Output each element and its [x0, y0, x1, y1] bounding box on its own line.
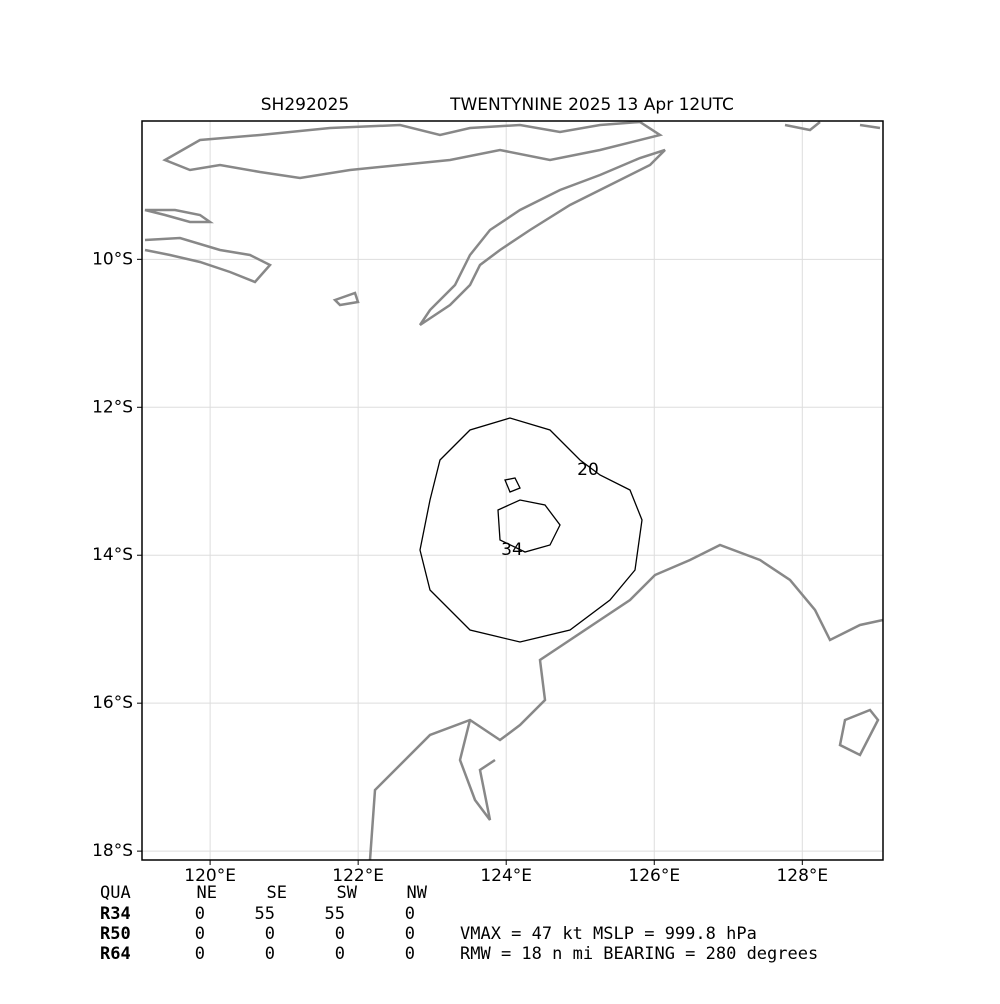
x-tick-label: 126°E: [628, 866, 680, 886]
table-cell: 0: [195, 944, 205, 964]
table-cell: 0: [405, 924, 415, 944]
table-cell: 0: [335, 924, 345, 944]
contour-20: [419, 417, 643, 643]
coastline: [144, 208, 214, 224]
table-cell: 0: [195, 924, 205, 944]
table-cell: 0: [195, 904, 205, 924]
contour-inner: [504, 477, 521, 493]
y-tick-label: 12°S: [92, 397, 133, 417]
x-tick-label: 124°E: [480, 866, 532, 886]
coastline: [332, 291, 360, 307]
summary-line: VMAX = 47 kt MSLP = 999.8 hPa: [460, 924, 757, 944]
x-tick-label: 120°E: [184, 866, 236, 886]
coastline: [838, 708, 880, 757]
table-cell: R34: [100, 904, 131, 924]
table-header: SW: [337, 883, 358, 903]
contour-label: 34: [501, 540, 523, 560]
coastline: [458, 719, 496, 821]
x-tick-label: 122°E: [332, 866, 384, 886]
x-tick-label: 128°E: [776, 866, 828, 886]
table-header: QUA: [100, 883, 131, 903]
contours: [419, 417, 643, 643]
table-header: NE: [197, 883, 217, 903]
coastlines: [144, 120, 884, 861]
contour-34: [497, 499, 561, 553]
table-cell: 0: [265, 944, 275, 964]
coastline: [418, 148, 666, 327]
table-cell: 0: [405, 944, 415, 964]
table-cell: 0: [335, 944, 345, 964]
table-cell: 0: [405, 904, 415, 924]
table-header: SE: [267, 883, 287, 903]
y-tick-label: 10°S: [92, 249, 133, 269]
grid: [137, 121, 883, 865]
table-cell: 55: [325, 904, 345, 924]
table-cell: R50: [100, 924, 131, 944]
coastline: [368, 543, 884, 861]
y-tick-label: 14°S: [92, 545, 133, 565]
coastline: [784, 121, 881, 132]
y-tick-label: 16°S: [92, 693, 133, 713]
contour-label: 20: [577, 460, 599, 480]
summary-line: RMW = 18 n mi BEARING = 280 degrees: [460, 944, 818, 964]
storm-id: SH292025: [261, 95, 349, 115]
coastline: [144, 236, 273, 284]
table-cell: 55: [255, 904, 275, 924]
table-header: NW: [407, 883, 428, 903]
chart-title: TWENTYNINE 2025 13 Apr 12UTC: [449, 95, 734, 115]
coastline: [162, 120, 664, 180]
plot-frame: [141, 120, 884, 861]
table-cell: R64: [100, 944, 131, 964]
y-tick-label: 18°S: [92, 841, 133, 861]
table-cell: 0: [265, 924, 275, 944]
